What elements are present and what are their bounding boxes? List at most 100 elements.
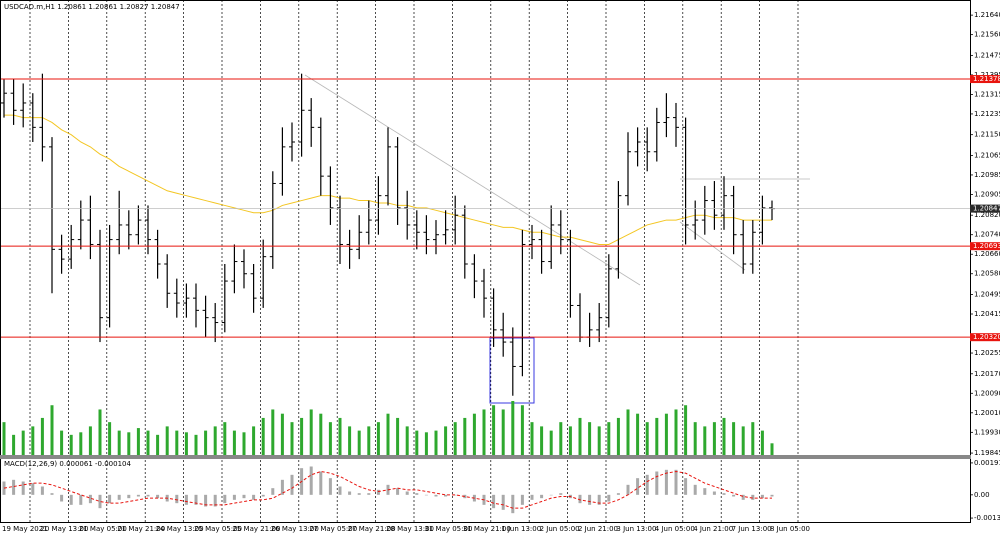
volume-bar <box>434 430 438 456</box>
y-tick-label: 1.21560 <box>974 31 1000 39</box>
volume-bar <box>213 426 217 456</box>
x-tick-label: 27 May 05:00 <box>309 525 357 533</box>
macd-bar <box>405 491 409 495</box>
volume-bar <box>597 426 601 456</box>
macd-bar <box>204 494 208 507</box>
macd-bar <box>175 494 179 504</box>
volume-bar <box>136 428 140 456</box>
x-tick-label: 27 May 21:00 <box>348 525 396 533</box>
volume-bar <box>396 417 400 456</box>
macd-bar <box>309 466 313 495</box>
macd-tick-label: 0.00 <box>974 491 990 499</box>
volume-bar <box>472 413 476 456</box>
volume-bar <box>386 413 390 456</box>
macd-bar <box>684 478 688 495</box>
macd-bar <box>40 486 44 495</box>
y-tick-label: 1.20010 <box>974 409 1000 417</box>
macd-tick-label: -0.001394 <box>974 514 1000 522</box>
x-tick-label: 28 May 13:00 <box>386 525 434 533</box>
volume-bar <box>184 432 188 456</box>
macd-bar <box>376 489 380 495</box>
level-label: 1.20320 <box>973 333 1000 341</box>
volume-bar <box>482 409 486 456</box>
macd-bar <box>12 479 16 495</box>
macd-bar <box>712 491 716 495</box>
volume-bar <box>156 434 160 456</box>
macd-bar <box>213 494 217 507</box>
y-tick-label: 1.20255 <box>974 349 1000 357</box>
macd-bar <box>703 488 707 495</box>
volume-bar <box>300 417 304 456</box>
macd-bar <box>136 494 140 497</box>
macd-tick-label: 0.001915 <box>974 459 1000 467</box>
y-tick-label: 1.21475 <box>974 51 1000 59</box>
macd-bar <box>348 491 352 495</box>
macd-bar <box>664 469 668 495</box>
volume-bar <box>376 422 380 456</box>
macd-bar <box>674 469 678 495</box>
macd-bar <box>626 484 630 495</box>
volume-bar <box>578 417 582 456</box>
macd-bar <box>252 494 256 500</box>
x-tick-label: 2 Jun 05:00 <box>540 525 580 533</box>
volume-bar <box>607 422 611 456</box>
macd-bar <box>338 486 342 495</box>
volume-bar <box>252 426 256 456</box>
macd-bar <box>184 494 188 505</box>
macd-bar <box>520 494 524 505</box>
macd-bar <box>732 494 736 497</box>
volume-bar <box>367 426 371 456</box>
volume-bar <box>79 432 83 456</box>
y-tick-label: 1.19845 <box>974 449 1000 457</box>
macd-bar <box>597 494 601 505</box>
volume-bar <box>549 430 553 456</box>
volume-bar <box>616 417 620 456</box>
volume-bar <box>770 443 774 456</box>
macd-bar <box>530 494 534 500</box>
volume-bar <box>232 430 236 456</box>
macd-bar <box>357 493 361 495</box>
macd-bar <box>232 494 236 500</box>
volume-bar <box>664 413 668 456</box>
macd-bar <box>540 494 544 499</box>
level-label-box <box>970 242 1000 251</box>
x-tick-label: 3 Jun 13:00 <box>616 525 656 533</box>
volume-bar <box>674 409 678 456</box>
volume-bar <box>540 426 544 456</box>
macd-bar <box>751 494 755 500</box>
y-tick-label: 1.20580 <box>974 270 1000 278</box>
y-tick-label: 1.20170 <box>974 370 1000 378</box>
volume-bar <box>319 413 323 456</box>
macd-bar <box>424 494 428 496</box>
macd-bar <box>108 494 112 504</box>
y-tick-label: 1.20495 <box>974 290 1000 298</box>
volume-bar <box>31 426 35 456</box>
volume-bar <box>223 422 227 456</box>
volume-bar <box>655 417 659 456</box>
volume-bar <box>127 432 131 456</box>
macd-bar <box>415 493 419 495</box>
macd-bar <box>290 474 294 495</box>
macd-bar <box>88 494 92 504</box>
x-tick-label: 24 May 13:00 <box>156 525 204 533</box>
volume-bar <box>271 409 275 456</box>
volume-bar <box>492 405 496 456</box>
y-tick-label: 1.21065 <box>974 151 1000 159</box>
y-tick-label: 1.20740 <box>974 231 1000 239</box>
macd-bar <box>636 478 640 495</box>
macd-bar <box>655 471 659 495</box>
x-tick-label: 26 May 13:00 <box>271 525 319 533</box>
chart-title: USDCAD.m,H1 1.20861 1.20861 1.20827 1.20… <box>4 3 180 11</box>
x-tick-label: 8 Jun 05:00 <box>770 525 810 533</box>
macd-bar <box>60 494 64 502</box>
volume-bar <box>146 430 150 456</box>
marks <box>0 73 970 514</box>
volume-bar <box>520 405 524 456</box>
y-tick-label: 1.20660 <box>974 250 1000 258</box>
volume-bar <box>348 426 352 456</box>
macd-bar <box>770 494 774 497</box>
macd-bar <box>645 474 649 495</box>
volume-bar <box>21 430 25 456</box>
macd-bar <box>31 483 35 495</box>
volume-bar <box>290 422 294 456</box>
